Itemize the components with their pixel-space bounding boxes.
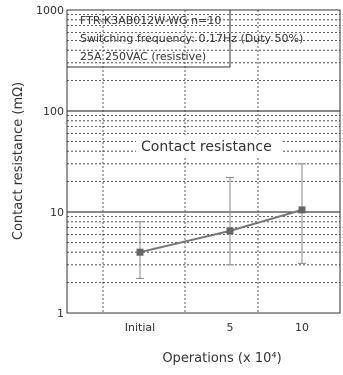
note-line-3: 25A 250VAC (resistive) (80, 50, 206, 63)
x-tick-label: 5 (227, 321, 234, 334)
data-point (226, 227, 234, 235)
grid-lines (67, 10, 340, 313)
y-tick-labels: 1 10 100 1000 (36, 4, 64, 320)
series-layer (136, 163, 306, 279)
x-tick-label: 10 (295, 321, 309, 334)
x-tick-label: Initial (125, 321, 155, 334)
x-axis-label: Operations (x 10⁴) (162, 351, 281, 366)
data-point (298, 206, 306, 214)
plot-frame (66, 9, 341, 314)
y-tick-label: 1 (57, 307, 64, 320)
note-line-1: FTR-K3AB012W-WG n=10 (80, 14, 221, 27)
series-line (139, 208, 303, 254)
annotation-contact-resistance: Contact resistance (141, 139, 272, 155)
data-point (136, 248, 144, 256)
y-tick-label: 1000 (36, 4, 64, 17)
notes-box: FTR-K3AB012W-WG n=10 Switching frequency… (67, 10, 303, 68)
y-tick-label: 100 (43, 105, 64, 118)
annotation: Contact resistance (136, 135, 281, 157)
y-tick-label: 10 (50, 206, 64, 219)
x-tick-labels: Initial 5 10 (125, 321, 309, 334)
y-axis-label: Contact resistance (mΩ) (11, 82, 26, 240)
note-line-2: Switching frequency: 0.17Hz (Duty 50%) (80, 32, 303, 45)
